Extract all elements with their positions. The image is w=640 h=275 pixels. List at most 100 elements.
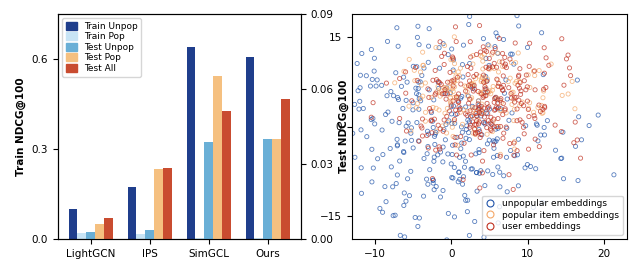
user embeddings bbox=[434, 145, 444, 149]
popular item embeddings bbox=[476, 79, 486, 84]
unpopular embeddings bbox=[491, 31, 501, 35]
user embeddings bbox=[451, 108, 461, 112]
unpopular embeddings bbox=[365, 84, 376, 88]
user embeddings bbox=[498, 136, 508, 141]
popular item embeddings bbox=[570, 106, 580, 111]
user embeddings bbox=[494, 36, 504, 41]
user embeddings bbox=[433, 79, 444, 84]
popular item embeddings bbox=[432, 129, 442, 133]
unpopular embeddings bbox=[443, 53, 453, 57]
unpopular embeddings bbox=[433, 86, 444, 91]
unpopular embeddings bbox=[388, 213, 398, 218]
unpopular embeddings bbox=[461, 198, 471, 203]
unpopular embeddings bbox=[481, 56, 491, 61]
popular item embeddings bbox=[489, 66, 499, 71]
unpopular embeddings bbox=[577, 138, 587, 142]
unpopular embeddings bbox=[478, 37, 488, 41]
unpopular embeddings bbox=[456, 94, 467, 99]
unpopular embeddings bbox=[464, 233, 474, 238]
unpopular embeddings bbox=[491, 139, 501, 143]
unpopular embeddings bbox=[438, 188, 448, 193]
popular item embeddings bbox=[468, 82, 479, 86]
user embeddings bbox=[433, 123, 444, 127]
user embeddings bbox=[525, 41, 535, 45]
unpopular embeddings bbox=[528, 205, 538, 210]
user embeddings bbox=[458, 177, 468, 182]
user embeddings bbox=[436, 54, 447, 59]
user embeddings bbox=[436, 82, 446, 87]
user embeddings bbox=[430, 93, 440, 97]
unpopular embeddings bbox=[352, 61, 362, 66]
user embeddings bbox=[497, 60, 508, 64]
unpopular embeddings bbox=[467, 104, 477, 109]
unpopular embeddings bbox=[506, 148, 516, 153]
user embeddings bbox=[440, 87, 450, 92]
popular item embeddings bbox=[447, 125, 458, 130]
unpopular embeddings bbox=[356, 51, 367, 56]
popular item embeddings bbox=[449, 79, 459, 84]
unpopular embeddings bbox=[463, 94, 474, 98]
unpopular embeddings bbox=[531, 167, 541, 171]
user embeddings bbox=[435, 126, 445, 131]
unpopular embeddings bbox=[380, 185, 390, 189]
user embeddings bbox=[539, 46, 549, 50]
popular item embeddings bbox=[477, 102, 487, 106]
unpopular embeddings bbox=[398, 106, 408, 111]
unpopular embeddings bbox=[413, 86, 424, 91]
user embeddings bbox=[477, 111, 487, 116]
unpopular embeddings bbox=[481, 90, 491, 95]
unpopular embeddings bbox=[447, 143, 458, 147]
unpopular embeddings bbox=[509, 62, 519, 66]
user embeddings bbox=[516, 89, 526, 93]
unpopular embeddings bbox=[502, 126, 512, 130]
user embeddings bbox=[454, 107, 465, 112]
Bar bbox=[127, 187, 136, 239]
popular item embeddings bbox=[477, 111, 487, 115]
user embeddings bbox=[484, 65, 495, 69]
user embeddings bbox=[439, 51, 449, 56]
user embeddings bbox=[512, 148, 522, 153]
unpopular embeddings bbox=[406, 138, 417, 142]
user embeddings bbox=[508, 187, 518, 192]
user embeddings bbox=[479, 148, 489, 153]
popular item embeddings bbox=[441, 89, 451, 93]
unpopular embeddings bbox=[386, 89, 396, 94]
user embeddings bbox=[475, 135, 485, 140]
user embeddings bbox=[572, 138, 582, 142]
unpopular embeddings bbox=[465, 14, 475, 19]
unpopular embeddings bbox=[393, 44, 403, 48]
user embeddings bbox=[518, 125, 529, 130]
user embeddings bbox=[509, 153, 519, 157]
user embeddings bbox=[561, 57, 572, 61]
user embeddings bbox=[465, 125, 475, 130]
Bar bbox=[163, 168, 172, 239]
popular item embeddings bbox=[493, 70, 504, 74]
unpopular embeddings bbox=[395, 233, 405, 238]
unpopular embeddings bbox=[438, 42, 448, 46]
user embeddings bbox=[439, 118, 449, 122]
unpopular embeddings bbox=[394, 120, 404, 125]
user embeddings bbox=[534, 144, 545, 149]
popular item embeddings bbox=[563, 92, 573, 96]
popular item embeddings bbox=[390, 81, 400, 85]
unpopular embeddings bbox=[399, 235, 410, 239]
unpopular embeddings bbox=[401, 124, 412, 128]
user embeddings bbox=[490, 107, 500, 112]
unpopular embeddings bbox=[559, 177, 569, 181]
popular item embeddings bbox=[468, 131, 478, 135]
user embeddings bbox=[499, 131, 509, 135]
popular item embeddings bbox=[482, 132, 492, 136]
user embeddings bbox=[512, 119, 522, 123]
popular item embeddings bbox=[503, 79, 513, 84]
unpopular embeddings bbox=[550, 148, 561, 152]
unpopular embeddings bbox=[454, 155, 465, 160]
unpopular embeddings bbox=[458, 43, 468, 47]
popular item embeddings bbox=[477, 55, 487, 59]
Bar bbox=[136, 234, 145, 239]
popular item embeddings bbox=[404, 104, 414, 108]
user embeddings bbox=[463, 101, 474, 105]
user embeddings bbox=[566, 73, 576, 78]
user embeddings bbox=[466, 153, 476, 157]
user embeddings bbox=[450, 135, 460, 140]
user embeddings bbox=[401, 91, 411, 95]
